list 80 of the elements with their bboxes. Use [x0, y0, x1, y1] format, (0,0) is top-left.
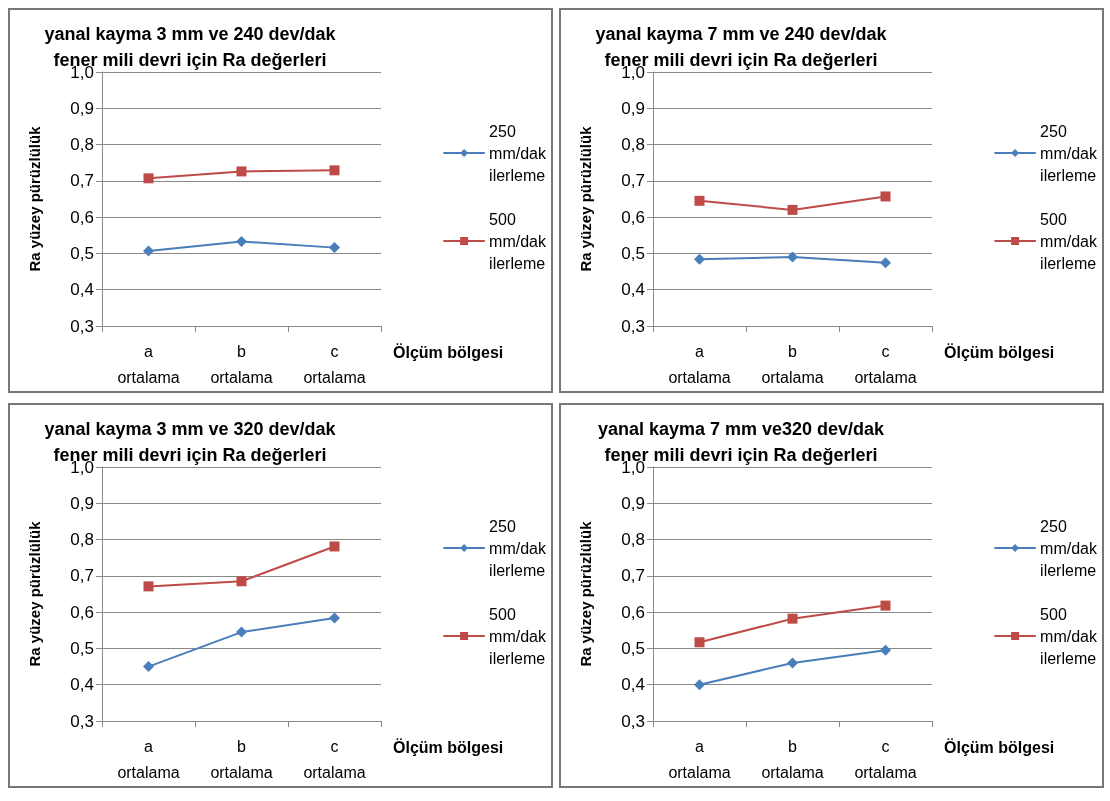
- y-axis-title: Ra yüzey pürüzlülük: [577, 520, 594, 667]
- y-tick-label: 0,8: [70, 530, 94, 550]
- x-axis-title: Ölçüm bölgesi: [944, 737, 1055, 756]
- y-tick-label: 0,3: [70, 711, 94, 731]
- point: [694, 195, 705, 206]
- point: [694, 253, 705, 265]
- x-axis-title: Ölçüm bölgesi: [393, 342, 504, 361]
- y-tick-label: 0,7: [621, 171, 645, 191]
- x-tick-label: c ortalama: [303, 737, 366, 781]
- y-tick-label: 0,7: [70, 566, 94, 586]
- point: [694, 679, 705, 691]
- y-tick-label: 0,5: [70, 638, 94, 658]
- point: [787, 613, 798, 624]
- point: [787, 204, 798, 215]
- y-tick-label: 0,8: [621, 530, 645, 550]
- point: [143, 245, 154, 257]
- x-tick-label: b ortalama: [761, 342, 824, 386]
- y-tick-label: 0,5: [70, 243, 94, 263]
- x-tick-label: c ortalama: [854, 737, 917, 781]
- legend-label: 500 mm/dak ilerleme: [1040, 210, 1098, 272]
- y-tick-label: 0,8: [70, 135, 94, 155]
- x-tick-label: b ortalama: [210, 342, 273, 386]
- x-tick-label: a ortalama: [117, 737, 180, 781]
- x-tick-label: c ortalama: [303, 342, 366, 386]
- x-tick-label: b ortalama: [761, 737, 824, 781]
- point: [329, 612, 340, 624]
- y-tick-label: 0,3: [70, 316, 94, 336]
- y-tick-label: 0,5: [621, 638, 645, 658]
- y-tick-label: 0,8: [621, 135, 645, 155]
- y-axis-title: Ra yüzey pürüzlülük: [577, 125, 594, 272]
- point: [143, 581, 154, 592]
- point: [143, 661, 154, 673]
- point: [880, 600, 891, 611]
- y-tick-label: 0,6: [621, 602, 645, 622]
- legend-label: 250 mm/dak ilerleme: [1040, 122, 1098, 184]
- point: [236, 626, 247, 638]
- x-axis-title: Ölçüm bölgesi: [944, 342, 1055, 361]
- y-tick-label: 0,5: [621, 243, 645, 263]
- y-axis-title: Ra yüzey pürüzlülük: [26, 125, 43, 272]
- y-tick-label: 0,9: [621, 98, 645, 118]
- legend-label: 500 mm/dak ilerleme: [489, 210, 547, 272]
- y-tick-label: 0,4: [70, 675, 94, 695]
- point: [329, 165, 340, 176]
- y-axis-title: Ra yüzey pürüzlülük: [26, 520, 43, 667]
- y-tick-label: 0,6: [70, 602, 94, 622]
- y-tick-label: 0,3: [621, 316, 645, 336]
- point: [694, 637, 705, 648]
- legend-label: 250 mm/dak ilerleme: [1040, 517, 1098, 579]
- y-tick-label: 0,7: [621, 566, 645, 586]
- point: [787, 251, 798, 263]
- point: [236, 235, 247, 247]
- y-tick-label: 0,9: [70, 98, 94, 118]
- y-tick-label: 0,6: [70, 207, 94, 227]
- point: [880, 191, 891, 202]
- x-tick-label: a ortalama: [668, 342, 731, 386]
- legend-label: 500 mm/dak ilerleme: [489, 605, 547, 667]
- point: [236, 166, 247, 177]
- x-tick-label: c ortalama: [854, 342, 917, 386]
- legend-label: 500 mm/dak ilerleme: [1040, 605, 1098, 667]
- point: [880, 257, 891, 269]
- point: [329, 242, 340, 254]
- x-tick-label: b ortalama: [210, 737, 273, 781]
- point: [329, 541, 340, 552]
- legend-label: 250 mm/dak ilerleme: [489, 517, 547, 579]
- point: [236, 576, 247, 587]
- point: [143, 173, 154, 184]
- y-tick-label: 0,6: [621, 207, 645, 227]
- y-tick-label: 0,7: [70, 171, 94, 191]
- point: [880, 644, 891, 656]
- x-axis-title: Ölçüm bölgesi: [393, 737, 504, 756]
- legend-label: 250 mm/dak ilerleme: [489, 122, 547, 184]
- y-tick-label: 0,4: [621, 280, 645, 300]
- point: [787, 657, 798, 669]
- y-tick-label: 0,3: [621, 711, 645, 731]
- y-tick-label: 0,4: [621, 675, 645, 695]
- y-tick-label: 0,9: [621, 493, 645, 513]
- y-tick-label: 0,9: [70, 493, 94, 513]
- y-tick-label: 0,4: [70, 280, 94, 300]
- x-tick-label: a ortalama: [668, 737, 731, 781]
- x-tick-label: a ortalama: [117, 342, 180, 386]
